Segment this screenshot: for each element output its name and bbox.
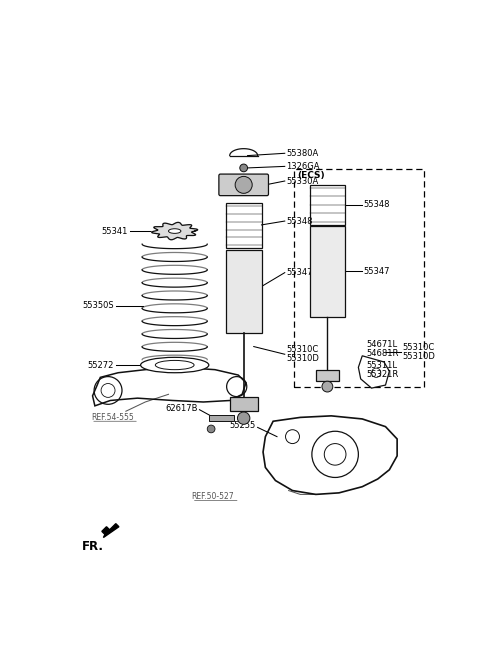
Bar — [310, 227, 345, 317]
Text: 55272: 55272 — [88, 360, 114, 369]
Bar — [230, 398, 258, 411]
Text: 55341: 55341 — [102, 227, 128, 236]
Ellipse shape — [168, 229, 181, 233]
Text: (ECS): (ECS) — [297, 171, 325, 180]
Text: 62617B: 62617B — [166, 403, 198, 413]
Ellipse shape — [156, 360, 194, 369]
Text: 55347: 55347 — [364, 267, 390, 276]
Text: FR.: FR. — [82, 540, 104, 553]
Text: 55347: 55347 — [286, 268, 313, 277]
Text: REF.50-527: REF.50-527 — [192, 492, 234, 501]
Bar — [316, 369, 339, 381]
Text: REF.54-555: REF.54-555 — [91, 413, 134, 422]
Text: 55380A: 55380A — [286, 149, 319, 158]
Text: 55350S: 55350S — [83, 301, 114, 310]
Text: 55255: 55255 — [230, 421, 256, 430]
Circle shape — [235, 176, 252, 193]
Text: 55310C: 55310C — [286, 345, 319, 354]
Bar — [226, 203, 262, 248]
Ellipse shape — [141, 358, 209, 373]
Text: 55348: 55348 — [364, 200, 390, 210]
Circle shape — [322, 381, 333, 392]
Circle shape — [238, 412, 250, 424]
Bar — [294, 170, 424, 386]
Text: 55321R: 55321R — [366, 370, 398, 379]
Bar — [310, 185, 345, 225]
Text: 54681R: 54681R — [366, 349, 398, 358]
Text: 55310D: 55310D — [286, 354, 319, 364]
Text: 55310D: 55310D — [403, 352, 435, 361]
Text: 55311L: 55311L — [366, 360, 397, 369]
Text: 55330A: 55330A — [286, 176, 319, 185]
Bar — [226, 250, 262, 333]
Bar — [209, 415, 234, 421]
Text: 55348: 55348 — [286, 217, 313, 225]
Polygon shape — [152, 223, 198, 240]
Polygon shape — [102, 523, 119, 538]
Text: 54671L: 54671L — [366, 340, 397, 348]
Circle shape — [240, 164, 248, 172]
Text: 1326GA: 1326GA — [286, 162, 320, 171]
Text: 55310C: 55310C — [403, 343, 435, 352]
Circle shape — [207, 425, 215, 433]
FancyBboxPatch shape — [219, 174, 268, 196]
